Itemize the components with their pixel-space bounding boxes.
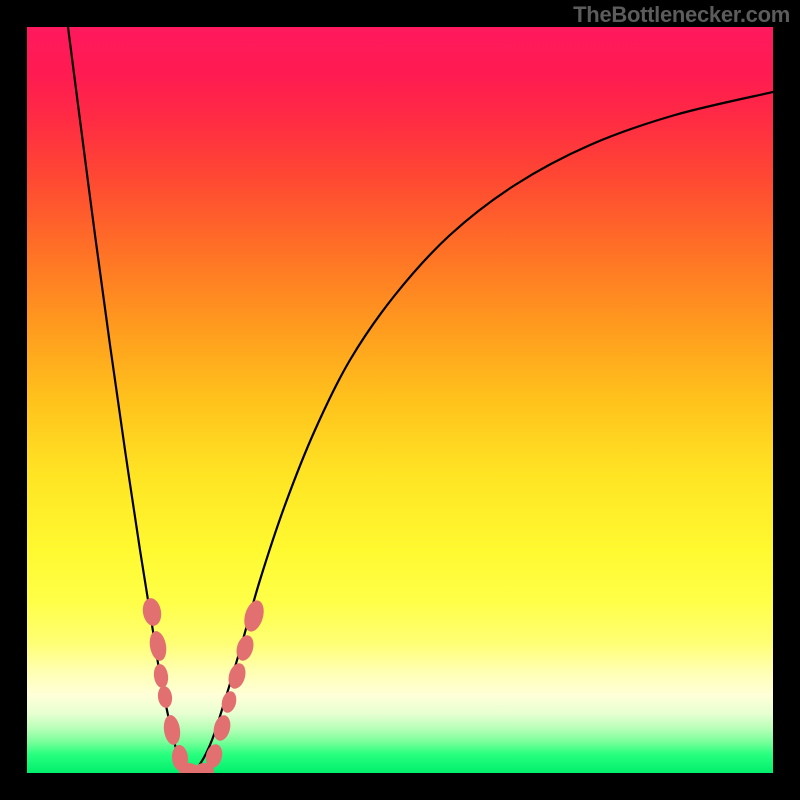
plot-background xyxy=(27,27,773,773)
watermark-text: TheBottlenecker.com xyxy=(573,2,790,28)
chart-svg xyxy=(0,0,800,800)
chart-container: TheBottlenecker.com xyxy=(0,0,800,800)
